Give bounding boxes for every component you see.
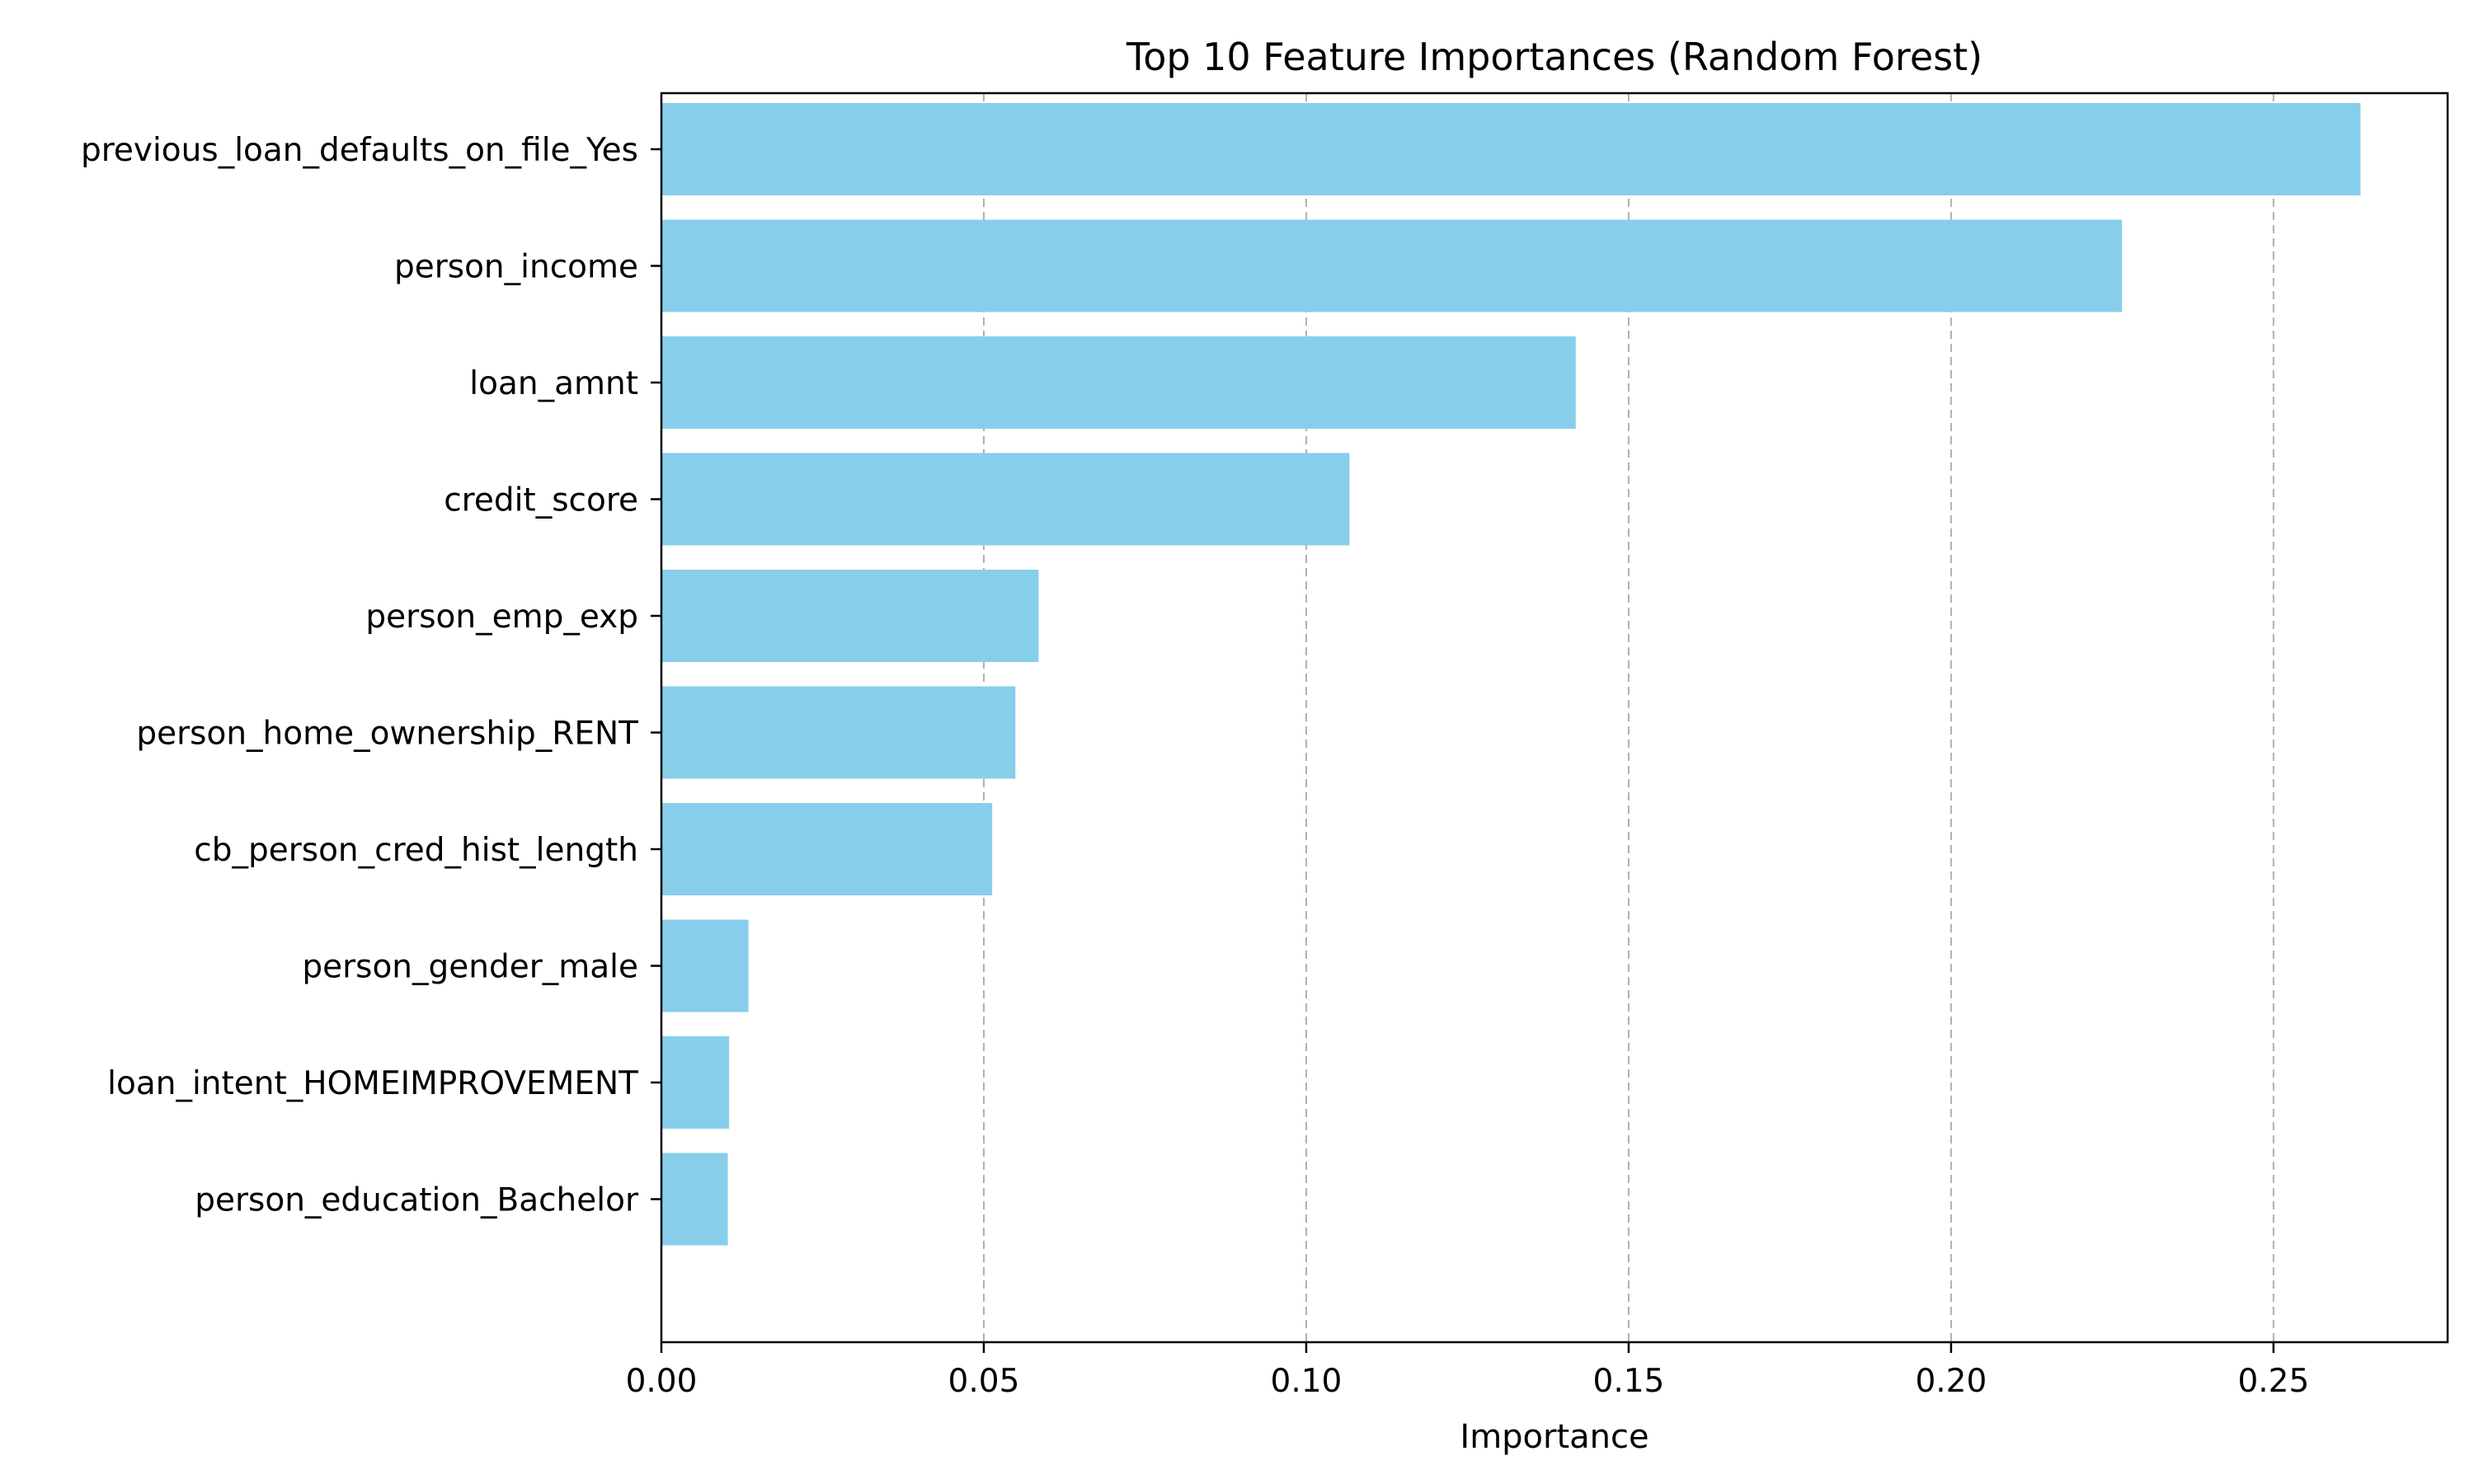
y-tick-label: loan_intent_HOMEIMPROVEMENT (107, 1065, 638, 1102)
plot-area-frame (660, 92, 2449, 1344)
y-tick-label: credit_score (444, 482, 638, 519)
y-tick-label: person_emp_exp (365, 599, 638, 636)
x-tick-label: 0.05 (948, 1363, 1020, 1400)
y-tick-label: person_home_ownership_RENT (136, 716, 638, 753)
chart-title: Top 10 Feature Importances (Random Fores… (1126, 35, 1982, 79)
bar (661, 1153, 728, 1246)
x-axis-ticks: 0.00 0.05 0.10 0.15 0.20 0.25 (626, 1342, 2309, 1400)
y-tick-label: person_education_Bachelor (195, 1182, 639, 1219)
bar (661, 803, 993, 895)
y-tick-label: previous_loan_defaults_on_file_Yes (81, 132, 638, 169)
bar (661, 570, 1039, 662)
bar (661, 103, 2361, 195)
bar (661, 453, 1350, 546)
bar (661, 1036, 730, 1129)
y-tick-label: person_income (394, 249, 638, 286)
x-axis-label: Importance (1460, 1418, 1649, 1456)
y-tick-label: loan_amnt (469, 365, 638, 402)
x-tick-label: 0.20 (1915, 1363, 1987, 1400)
x-tick-label: 0.15 (1593, 1363, 1665, 1400)
bar (661, 336, 1576, 429)
x-tick-label: 0.25 (2237, 1363, 2309, 1400)
y-tick-label: person_gender_male (302, 949, 638, 986)
bar-series (661, 103, 2361, 1246)
bar (661, 219, 2123, 312)
y-axis-ticks: previous_loan_defaults_on_file_Yesperson… (81, 132, 661, 1219)
x-tick-label: 0.00 (626, 1363, 698, 1400)
bar (661, 919, 749, 1012)
y-tick-label: cb_person_cred_hist_length (194, 832, 638, 869)
bar (661, 686, 1016, 779)
x-tick-label: 0.10 (1271, 1363, 1343, 1400)
